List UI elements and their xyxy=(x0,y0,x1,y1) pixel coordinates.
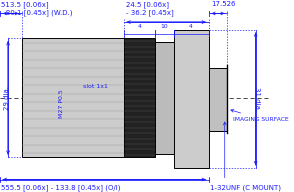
Bar xyxy=(208,68,228,131)
Text: 4: 4 xyxy=(137,24,141,29)
Bar xyxy=(124,38,155,157)
Bar xyxy=(173,30,208,168)
Text: IMAGING SURFACE: IMAGING SURFACE xyxy=(231,109,288,122)
Text: 24.5 [0.06x]
- 36.2 [0.45x]: 24.5 [0.06x] - 36.2 [0.45x] xyxy=(126,1,174,16)
Text: 10: 10 xyxy=(160,24,168,29)
Text: M27 P0.5: M27 P0.5 xyxy=(59,89,64,118)
Text: slot 1x1: slot 1x1 xyxy=(83,84,108,89)
Text: 29 dia.: 29 dia. xyxy=(4,86,10,110)
Text: 555.5 [0.06x] - 133.8 [0.45x] (O/I): 555.5 [0.06x] - 133.8 [0.45x] (O/I) xyxy=(1,184,121,191)
Text: 31 dia.: 31 dia. xyxy=(254,87,260,111)
Bar xyxy=(155,42,173,154)
Text: 513.5 [0.06x]
- 80.1 [0.45x] (W.D.): 513.5 [0.06x] - 80.1 [0.45x] (W.D.) xyxy=(1,1,73,16)
Bar xyxy=(21,38,124,157)
Text: 17.526: 17.526 xyxy=(211,1,236,7)
Text: 4: 4 xyxy=(189,24,193,29)
Text: 1-32UNF (C MOUNT): 1-32UNF (C MOUNT) xyxy=(210,185,281,191)
